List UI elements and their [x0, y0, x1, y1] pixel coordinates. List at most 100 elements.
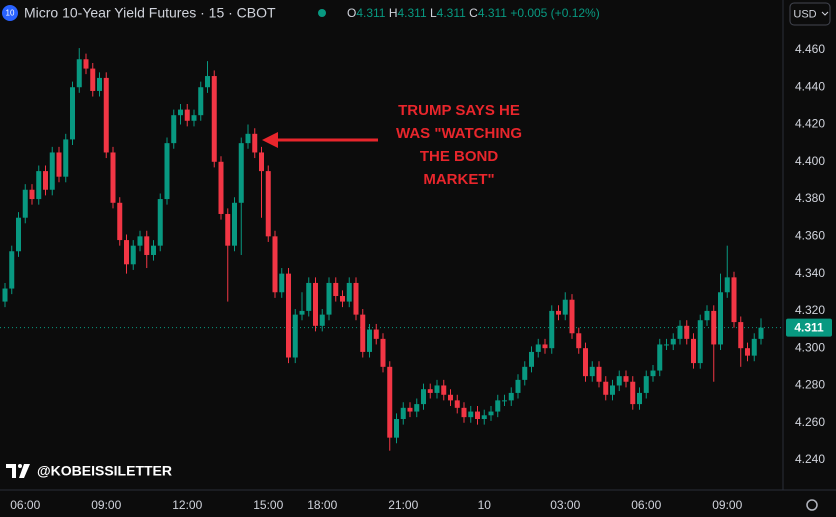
candle-body: [211, 76, 217, 162]
candle-body: [9, 251, 15, 289]
settings-icon[interactable]: [806, 499, 818, 511]
candle-body: [643, 376, 649, 393]
candle-body: [2, 288, 8, 302]
candle-body: [677, 325, 683, 339]
candle-body: [576, 333, 582, 349]
o-label: O: [347, 6, 356, 20]
candle-body: [56, 152, 62, 177]
candle-body: [691, 338, 696, 364]
currency-caret: [821, 11, 829, 16]
candle-body: [259, 152, 264, 172]
candle-body: [495, 400, 501, 412]
candle-body: [542, 344, 548, 349]
candle-body: [421, 389, 426, 405]
candle-body: [103, 77, 109, 153]
candle-body: [110, 152, 116, 203]
candle-body: [549, 310, 555, 349]
candle-body: [758, 327, 764, 339]
candle-body: [117, 202, 123, 241]
candle-body: [515, 379, 521, 393]
candle-body: [29, 189, 35, 200]
candle-body: [198, 87, 204, 116]
candle-body: [583, 348, 588, 377]
x-tick-label: 03:00: [550, 498, 580, 512]
candle-body: [151, 245, 156, 255]
y-tick-label: 4.320: [795, 303, 825, 317]
candle-body: [49, 152, 55, 190]
candle-body: [292, 314, 298, 358]
candle-body: [441, 385, 447, 395]
candle-body: [367, 329, 372, 352]
candle-body: [76, 59, 82, 88]
badge-text: 10: [6, 9, 15, 18]
candle-body: [184, 109, 190, 121]
annotation-line: TRUMP SAYS HE: [398, 102, 520, 119]
candle-body: [427, 389, 433, 393]
candle-body: [454, 400, 460, 408]
status-dot: [318, 9, 326, 17]
candle-body: [535, 344, 541, 352]
candle-body: [83, 59, 89, 69]
x-tick-label: 06:00: [10, 498, 40, 512]
annotation-line: THE BOND: [420, 148, 499, 165]
candle-body: [306, 282, 312, 311]
candle-body: [751, 338, 757, 356]
last-price-tag: [786, 318, 832, 337]
symbol-badge[interactable]: [2, 5, 18, 21]
watermark: @KOBEISSILETTER: [37, 463, 172, 479]
y-tick-label: 4.420: [795, 117, 825, 131]
candle-body: [596, 366, 602, 382]
candle-body: [657, 344, 663, 371]
candle-body: [218, 161, 224, 214]
ohlc-legend: O4.311 H4.311 L4.311 C4.311 +0.005 (+0.1…: [347, 6, 600, 20]
annotation-line: WAS "WATCHING: [396, 125, 522, 142]
candle-body: [400, 407, 406, 420]
x-tick-label: 09:00: [712, 498, 742, 512]
candle-body: [711, 310, 717, 345]
candle-body: [508, 392, 514, 401]
candle-body: [481, 415, 487, 420]
y-tick-label: 4.340: [795, 266, 825, 280]
candle-body: [718, 292, 723, 345]
candle-body: [637, 392, 642, 405]
candle-body: [664, 344, 669, 346]
candle-body: [387, 366, 393, 438]
y-tick-label: 4.460: [795, 42, 825, 56]
candle-body: [475, 411, 480, 420]
candle-body: [252, 133, 258, 153]
y-tick-label: 4.300: [795, 340, 825, 354]
candle-body: [407, 407, 413, 412]
candle-body: [603, 381, 609, 395]
candle-body: [286, 273, 291, 358]
y-tick-label: 4.360: [795, 229, 825, 243]
candle-body: [157, 199, 163, 246]
candle-body: [346, 282, 352, 302]
c-value: 4.311: [478, 6, 507, 20]
c-label: C: [469, 6, 478, 20]
x-tick-label: 09:00: [91, 498, 121, 512]
candle-body: [279, 273, 285, 293]
annotation-arrowhead: [262, 132, 278, 148]
candle-body: [16, 217, 21, 252]
last-price-label: 4.311: [794, 320, 824, 334]
candle-body: [245, 133, 251, 144]
candle-body: [589, 366, 595, 377]
change: +0.005 (+0.12%): [510, 6, 599, 20]
candle-body: [22, 189, 28, 218]
candle-body: [63, 139, 69, 177]
candle-body: [380, 338, 386, 367]
y-tick-label: 4.400: [795, 154, 825, 168]
candle-body: [630, 381, 636, 405]
candle-body: [137, 236, 143, 246]
candle-body: [238, 143, 244, 203]
candle-body: [144, 236, 150, 255]
candle-body: [488, 411, 494, 416]
y-tick-label: 4.260: [795, 415, 825, 429]
candle-body: [97, 77, 102, 91]
candle-body: [70, 87, 75, 140]
symbol-title[interactable]: Micro 10-Year Yield Futures · 15 · CBOT: [24, 5, 276, 21]
candle-body: [745, 348, 750, 356]
candle-body: [684, 325, 690, 339]
currency-button[interactable]: [789, 2, 831, 26]
y-tick-label: 4.240: [795, 452, 825, 466]
